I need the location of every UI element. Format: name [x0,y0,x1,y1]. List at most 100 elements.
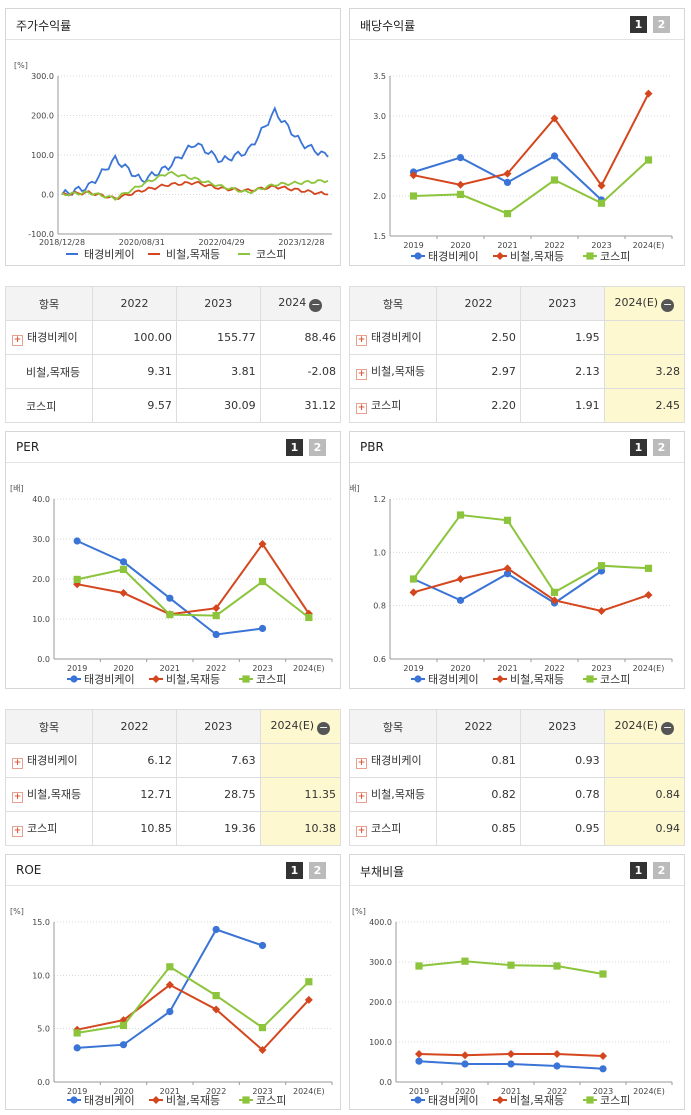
data-point [70,675,78,683]
table-row: + 태경비케이 0.81 0.93 [348,743,686,778]
value-cell: 6.12 [92,743,177,778]
period-button-2[interactable]: 2 [653,16,670,33]
data-point [258,540,267,548]
data-point [550,588,559,596]
expand-icon[interactable]: + [12,792,23,803]
expand-icon[interactable]: + [356,792,367,803]
cell-value: 2.13 [575,365,600,378]
y-tick-label: 2.0 [373,192,386,201]
value-cell: 0.81 [436,743,521,778]
cell-value: 155.77 [217,331,256,344]
debt-ratio-chart: [%]400.0 300.0 200.0 100.0 0.0 2019 2020 2021 20… [352,907,673,1107]
collapse-icon[interactable]: − [661,720,675,735]
column-header: 2024− [259,286,342,321]
x-tick-label: 2020 [113,1087,133,1096]
row-label: 코스피 [26,399,57,413]
data-point [304,995,313,1004]
x-tick-label: 2019 [403,241,423,250]
period-button-1[interactable]: 1 [286,862,303,879]
legend-label: 태경비케이 [428,250,479,263]
data-point [409,171,418,180]
series-1 [409,567,606,607]
dividend-yield-chart: 3.5 3.0 2.5 2.0 1.5 2019 2020 2021 2022 2023 2024(… [373,72,673,263]
expand-icon[interactable]: + [12,758,23,769]
pbr-panel: PBR 1 2 [배] 1.2 1.0 0.8 0.6 2019 2020 2021 2022 2… [349,431,685,689]
y-tick-label: 3.0 [373,112,386,121]
data-point [242,1096,250,1104]
period-button-1[interactable]: 1 [630,862,647,879]
expand-icon[interactable]: + [356,403,367,414]
period-button-2[interactable]: 2 [653,862,670,879]
y-tick-label: 3.5 [373,72,386,81]
legend-label: 코스피 [600,673,630,686]
collapse-icon[interactable]: − [317,720,331,735]
series-line [76,540,263,636]
expand-icon[interactable]: + [356,335,367,346]
y-tick-label: 0.6 [373,655,386,664]
row-label: 비철,목재등 [371,365,426,378]
column-header-label: 2022 [120,720,149,733]
expand-icon[interactable]: + [356,758,367,769]
row-label: 코스피 [27,822,58,835]
expand-icon[interactable]: + [356,369,367,380]
cell-value: 2.97 [491,365,516,378]
collapse-icon[interactable]: − [661,297,675,312]
period-button-1[interactable]: 1 [286,439,303,456]
data-point [73,1029,81,1037]
row-label-cell: + 비철,목재등 [4,777,94,812]
value-cell: 9.57 [92,388,177,423]
data-point [258,941,267,950]
data-point [586,252,594,260]
x-tick-label: 2021 [501,1087,521,1096]
panel-title: 주가수익률 [16,19,72,33]
column-header: 항목 [348,286,438,321]
value-cell: 9.31 [92,354,177,389]
period-button-1[interactable]: 1 [630,439,647,456]
series-line [412,513,649,594]
price-return-panel: 주가수익률 [%] 300.0 200.0 100.0 0.0 -100.0 2018/12… [5,8,341,266]
column-header-label: 2024(E) [270,718,315,732]
cell-value: -2.08 [307,365,336,378]
period-button-1[interactable]: 1 [630,16,647,33]
value-cell: 0.78 [519,777,605,812]
series-2 [73,980,313,1054]
x-tick-label: 2022 [206,664,226,673]
row-label: 태경비케이 [27,754,78,767]
value-cell: 0.85 [436,811,521,846]
cell-value: 0.78 [575,788,600,801]
period-button-2[interactable]: 2 [309,439,326,456]
data-point [212,612,220,620]
x-tick-label: 2023 [591,241,611,250]
legend-label: 비철,목재등 [510,1094,564,1107]
value-cell: 11.35 [259,777,342,812]
dividend-yield-panel: 배당수익률 1 2 3.5 3.0 2.5 2.0 1.5 2019 2020 2021 202… [349,8,685,266]
series-line [413,93,650,188]
panel-title: ROE [16,863,42,877]
data-point [409,588,418,597]
row-label-cell: + 코스피 [348,811,438,846]
value-cell: 2.45 [603,388,686,423]
data-point [644,89,653,98]
column-header-label: 2022 [120,297,149,310]
x-tick-label: 2020 [450,664,470,673]
panel-header: PER 1 2 [6,432,340,463]
x-tick-label: 2022 [544,664,564,673]
cell-value: 31.12 [304,399,337,412]
y-tick-label: 0.0 [37,655,50,664]
expand-icon[interactable]: + [356,826,367,837]
column-header-label: 항목 [382,720,404,734]
x-tick-label: 2021 [497,664,517,673]
table-header-row: 항목 2022 2023 2024(E) − [348,709,686,744]
expand-icon[interactable]: + [12,335,23,346]
x-tick-label: 2023 [252,1087,272,1096]
panel-header: 부채비율 1 2 [350,855,684,886]
data-point [152,1096,160,1104]
column-header: 2023 [519,286,605,321]
value-cell: 1.91 [519,388,605,423]
row-label-cell: + 비철,목재등 [348,354,438,389]
period-button-2[interactable]: 2 [653,439,670,456]
legend-label: 태경비케이 [84,248,135,261]
collapse-icon[interactable]: − [309,297,323,312]
period-button-2[interactable]: 2 [309,862,326,879]
expand-icon[interactable]: + [12,826,23,837]
